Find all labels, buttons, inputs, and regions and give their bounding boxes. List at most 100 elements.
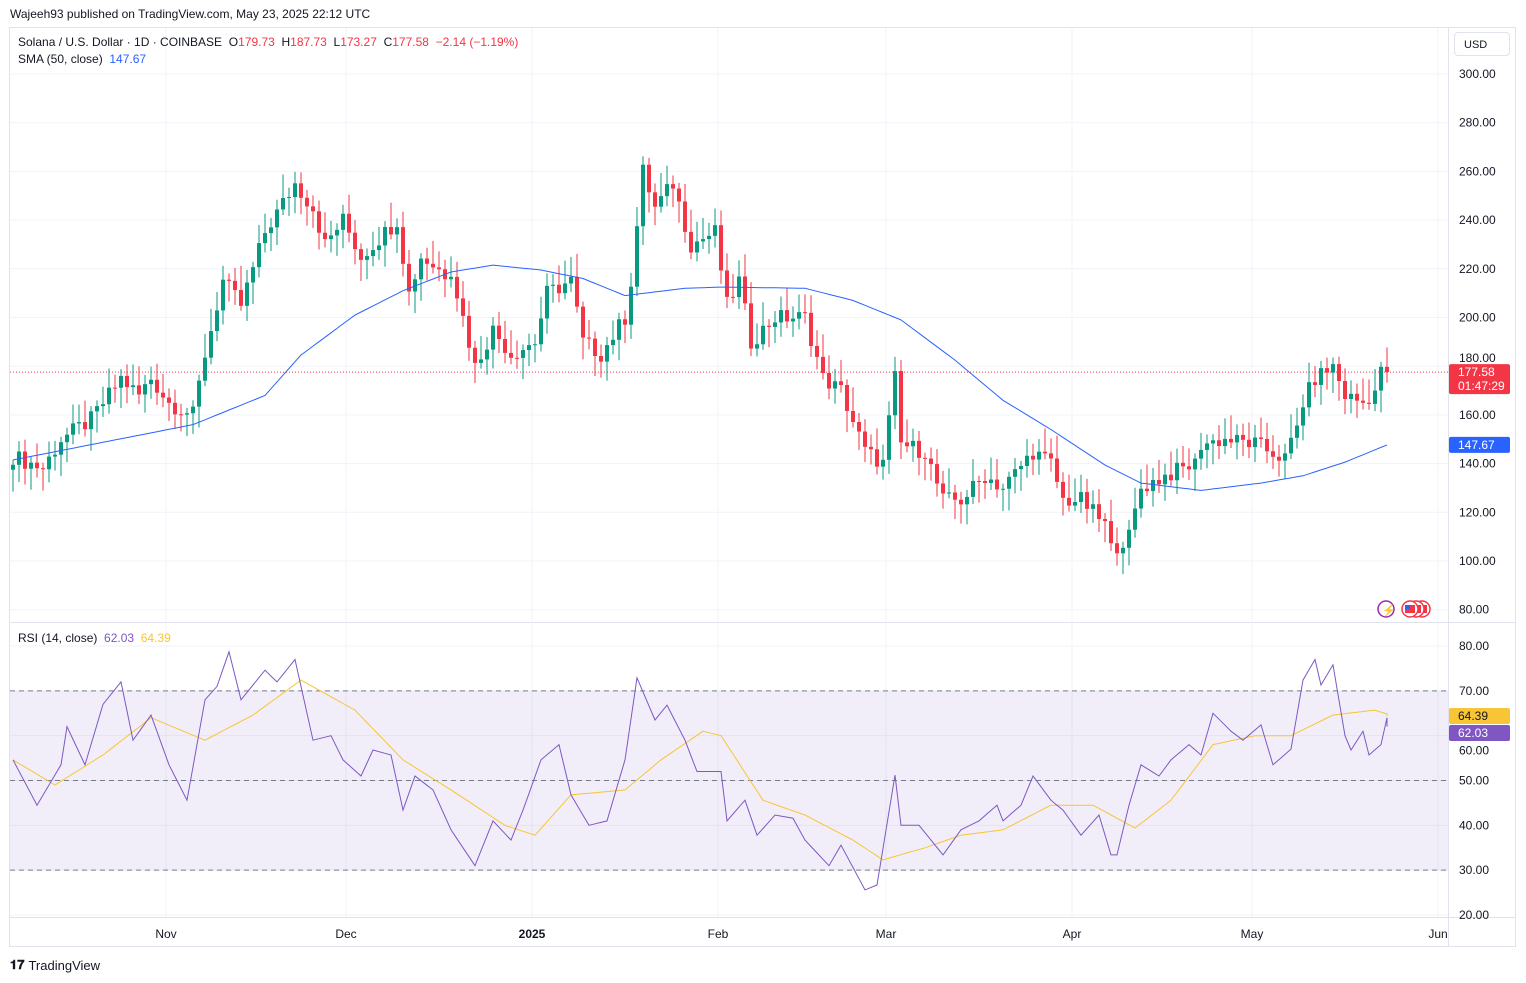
candle (113, 374, 117, 403)
open-label: O (228, 35, 239, 49)
candle (1025, 439, 1029, 478)
axis-label-layer: 80.00 100.00 120.00 140.00 160.00 180.00 200.0… (155, 67, 1496, 941)
candle-body (95, 406, 99, 412)
candle (107, 368, 111, 414)
candle-body (605, 345, 609, 362)
candle-body (1343, 381, 1347, 400)
candle (497, 311, 501, 354)
us-flag-event-icon[interactable] (1401, 600, 1419, 618)
candle-body (407, 263, 411, 292)
candle-body (323, 232, 327, 240)
candle (41, 462, 45, 491)
candle-body (125, 375, 129, 388)
candle-body (1187, 466, 1191, 470)
candle-body (41, 468, 45, 470)
candle-body (1169, 474, 1173, 481)
candle (623, 310, 627, 344)
candle-body (359, 249, 363, 260)
candle (1187, 448, 1191, 480)
candle (209, 308, 213, 365)
candle (713, 208, 717, 248)
candle-body (245, 282, 249, 306)
candle (239, 265, 243, 311)
sma-value: 147.67 (109, 52, 147, 66)
candle (245, 269, 249, 321)
symbol-legend[interactable]: Solana / U.S. Dollar · 1D · COINBASE O17… (18, 35, 518, 49)
candle-body (1001, 488, 1005, 490)
candle-body (827, 372, 831, 389)
candle (563, 260, 567, 300)
candle (929, 447, 933, 481)
candle (119, 369, 123, 409)
candle-body (467, 315, 471, 348)
candle-body (791, 318, 795, 322)
last-price-tag-text: 177.58 (1458, 365, 1495, 379)
candle-body (749, 303, 753, 349)
candle-body (1235, 434, 1239, 443)
rsi-legend[interactable]: RSI (14, close) 62.03 64.39 (18, 631, 171, 645)
candle (1277, 445, 1281, 477)
time-tick-label: 2025 (519, 927, 546, 941)
price-tick-label: 140.00 (1459, 457, 1496, 471)
candle (23, 439, 27, 485)
candle (1379, 361, 1383, 413)
candle-body (1331, 364, 1335, 373)
candle (1121, 541, 1125, 575)
footer-brand[interactable]: 𝟏𝟕 TradingView (10, 957, 100, 973)
sma-price-tag-text: 147.67 (1458, 438, 1495, 452)
candle (365, 248, 369, 280)
candle (1007, 471, 1011, 511)
candle-body (227, 279, 231, 281)
candle-body (425, 258, 429, 264)
candle-body (413, 279, 417, 292)
candle (1151, 467, 1155, 507)
candle-body (257, 243, 261, 268)
candle (443, 259, 447, 298)
plot-layer: ⚡ (10, 156, 1448, 891)
candle-body (335, 229, 339, 236)
candle-body (221, 279, 225, 311)
candle (1247, 422, 1251, 459)
time-tick-label: Feb (708, 927, 729, 941)
candle (341, 204, 345, 249)
candle-body (1223, 438, 1227, 447)
sma-legend[interactable]: SMA (50, close) 147.67 (18, 52, 146, 66)
candle-body (587, 337, 591, 339)
candle (935, 449, 939, 497)
candle (329, 220, 333, 253)
candle-body (173, 402, 177, 415)
sma-line (12, 264, 1388, 491)
candle-body (857, 422, 861, 432)
candle-body (1025, 455, 1029, 466)
candle (395, 218, 399, 253)
candle-body (773, 322, 777, 327)
candle-body (599, 355, 603, 362)
candle-body (935, 464, 939, 484)
lightning-event-icon[interactable]: ⚡ (1377, 600, 1396, 618)
candle (515, 340, 519, 369)
flag-canton (1405, 605, 1410, 609)
candle (287, 187, 291, 216)
candle (737, 260, 741, 310)
rsi-tick-label: 60.00 (1459, 744, 1489, 758)
currency-button[interactable]: USD (1454, 32, 1510, 56)
candle (761, 302, 765, 350)
candle-body (767, 325, 771, 327)
candle (1001, 483, 1005, 512)
candle (1133, 487, 1137, 538)
candle-body (863, 431, 867, 447)
time-tick-label: Jun (1428, 927, 1447, 941)
candle (203, 334, 207, 387)
rsi-tag-bg (1449, 724, 1510, 741)
candle-body (1199, 449, 1203, 459)
candle-body (809, 312, 813, 346)
candle (425, 247, 429, 281)
change-value: −2.14 (−1.19%) (435, 35, 519, 49)
high-label: H (281, 35, 291, 49)
rsi-ma-tag: 64.39 (1449, 707, 1510, 724)
candle (431, 240, 435, 274)
candle (755, 323, 759, 357)
candle (545, 273, 549, 334)
candle (185, 407, 189, 437)
